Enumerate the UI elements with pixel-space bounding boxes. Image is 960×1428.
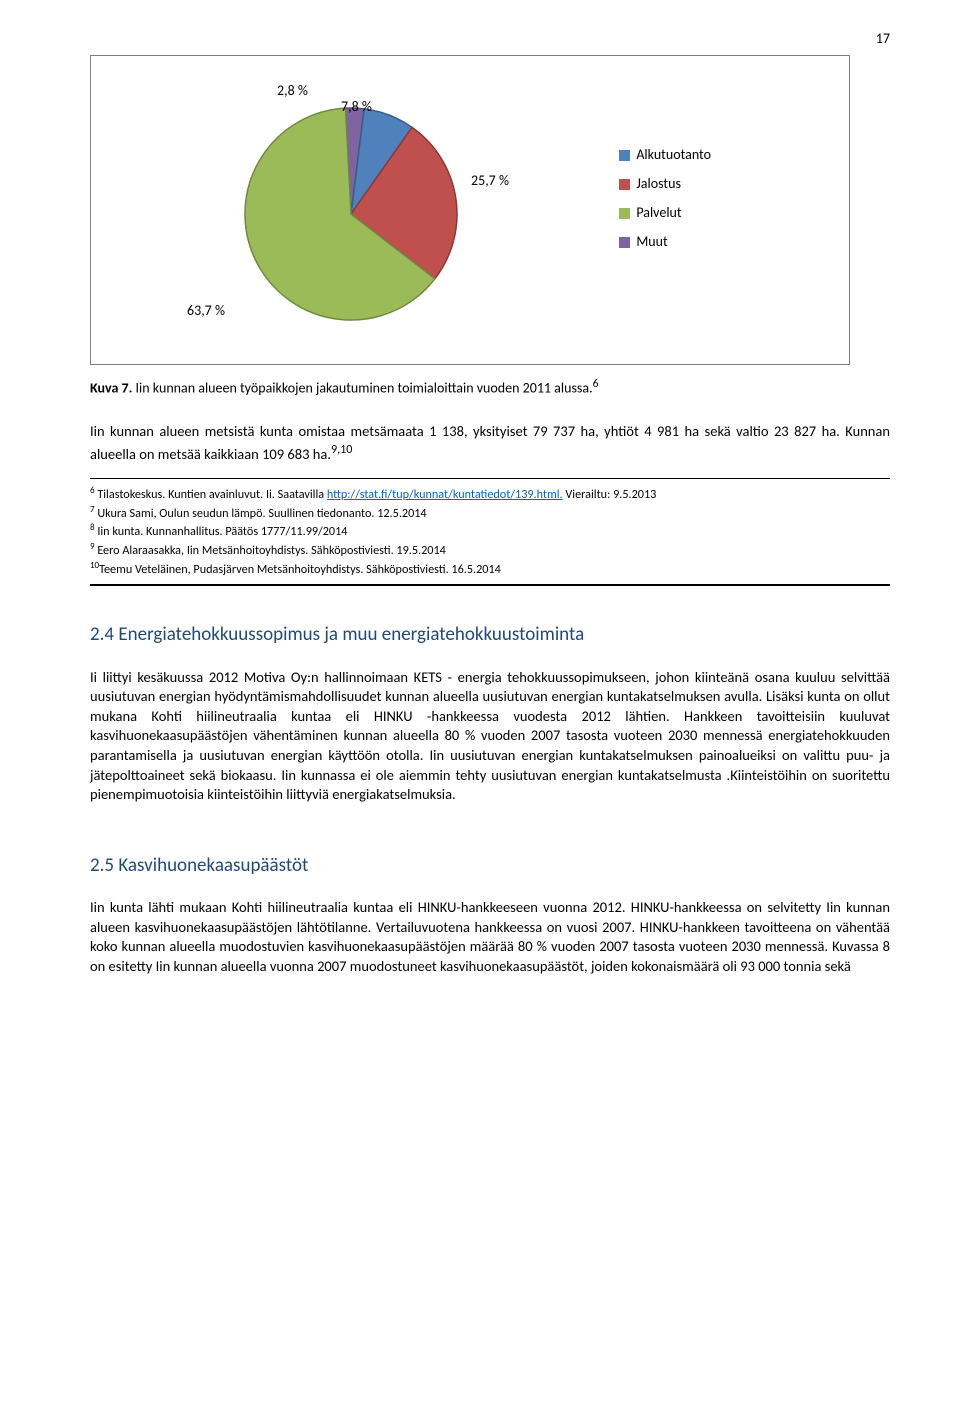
legend-swatch bbox=[619, 179, 630, 190]
legend-item-palvelut: Palvelut bbox=[619, 204, 711, 223]
legend-item-alkutuotanto: Alkutuotanto bbox=[619, 146, 711, 165]
slice-label-alkutuotanto: 7,8 % bbox=[341, 98, 372, 117]
body1-text: Iin kunnan alueen metsistä kunta omistaa… bbox=[90, 422, 890, 462]
legend-swatch bbox=[619, 208, 630, 219]
footnote-link[interactable]: http://stat.fi/tup/kunnat/kuntatiedot/13… bbox=[327, 487, 563, 502]
footnote-separator bbox=[90, 478, 890, 479]
body1-footnote-ref: 9,10 bbox=[331, 442, 352, 457]
pie-chart: 7,8 % 25,7 % 63,7 % 2,8 % bbox=[241, 104, 461, 324]
footnote-8: 8 Iin kunta. Kunnanhallitus. Päätös 1777… bbox=[90, 522, 890, 541]
section-2-4-body: Ii liittyi kesäkuussa 2012 Motiva Oy:n h… bbox=[90, 668, 890, 805]
legend-label: Alkutuotanto bbox=[636, 146, 711, 165]
figure-caption: Kuva 7. Iin kunnan alueen työpaikkojen j… bbox=[90, 377, 890, 399]
footnotes-block: 6 Tilastokeskus. Kuntien avainluvut. Ii.… bbox=[90, 485, 890, 578]
fn6-a: Tilastokeskus. Kuntien avainluvut. Ii. S… bbox=[95, 487, 327, 502]
fn8-text: Iin kunta. Kunnanhallitus. Päätös 1777/1… bbox=[95, 525, 348, 540]
section-2-5-heading: 2.5 Kasvihuonekaasupäästöt bbox=[90, 853, 890, 879]
slice-label-jalostus: 25,7 % bbox=[471, 172, 509, 191]
legend-swatch bbox=[619, 237, 630, 248]
legend-label: Palvelut bbox=[636, 204, 681, 223]
footnote-9: 9 Eero Alaraasakka, Iin Metsänhoitoyhdis… bbox=[90, 541, 890, 560]
caption-label: Kuva 7. bbox=[90, 380, 132, 397]
fn7-text: Ukura Sami, Oulun seudun lämpö. Suulline… bbox=[95, 506, 427, 521]
legend-label: Jalostus bbox=[636, 175, 681, 194]
section-2-4-heading: 2.4 Energiatehokkuussopimus ja muu energ… bbox=[90, 622, 890, 648]
legend-swatch bbox=[619, 150, 630, 161]
footnote-bottom-rule bbox=[90, 584, 890, 586]
legend-item-jalostus: Jalostus bbox=[619, 175, 711, 194]
legend-label: Muut bbox=[636, 233, 667, 252]
caption-footnote-ref: 6 bbox=[593, 377, 599, 391]
pie-chart-container: 7,8 % 25,7 % 63,7 % 2,8 % Alkutuotanto Ja… bbox=[90, 55, 850, 365]
section-2-5-body: Iin kunta lähti mukaan Kohti hiilineutra… bbox=[90, 898, 890, 976]
footnote-6: 6 Tilastokeskus. Kuntien avainluvut. Ii.… bbox=[90, 485, 890, 504]
legend-item-muut: Muut bbox=[619, 233, 711, 252]
chart-legend: Alkutuotanto Jalostus Palvelut Muut bbox=[619, 146, 711, 262]
footnote-10: 10Teemu Veteläinen, Pudasjärven Metsänho… bbox=[90, 560, 890, 579]
fn6-b: Vierailtu: 9.5.2013 bbox=[563, 487, 657, 502]
fn10-text: Teemu Veteläinen, Pudasjärven Metsänhoit… bbox=[99, 562, 501, 577]
caption-text: Iin kunnan alueen työpaikkojen jakautumi… bbox=[132, 380, 592, 397]
footnote-7: 7 Ukura Sami, Oulun seudun lämpö. Suulli… bbox=[90, 504, 890, 523]
slice-label-muut: 2,8 % bbox=[277, 82, 308, 101]
body-paragraph-1: Iin kunnan alueen metsistä kunta omistaa… bbox=[90, 422, 890, 464]
fn9-text: Eero Alaraasakka, Iin Metsänhoitoyhdisty… bbox=[95, 543, 446, 558]
page-number: 17 bbox=[90, 30, 890, 49]
slice-label-palvelut: 63,7 % bbox=[187, 302, 225, 321]
